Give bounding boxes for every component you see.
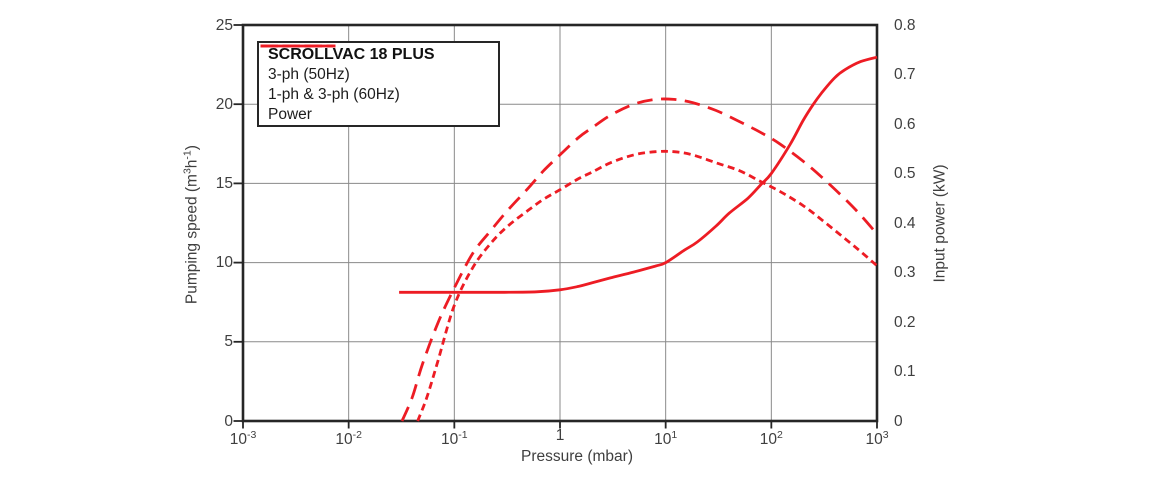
y-left-tick-label: 15 (215, 174, 233, 192)
legend-title: SCROLLVAC 18 PLUS (268, 46, 435, 63)
y-right-tick-label: 0.3 (894, 264, 916, 281)
legend-label-50hz: 3-ph (50Hz) (268, 66, 350, 83)
series-path-2 (399, 55, 878, 294)
solid-line-sample-icon (260, 44, 336, 48)
x-tick-label: 10-1 (441, 429, 468, 449)
y-left-tick-label: 20 (215, 95, 233, 113)
legend-box: SCROLLVAC 18 PLUS 3-ph (50Hz) 1-ph & 3-p… (257, 41, 500, 127)
y-left-title-sup1: 3 (181, 168, 194, 175)
x-axis-title: Pressure (mbar) (521, 448, 633, 465)
y-right-tick-label: 0.4 (894, 214, 916, 232)
legend-item-60hz: 1-ph & 3-ph (60Hz) (260, 44, 489, 105)
legend-item-power: Power (260, 44, 489, 125)
y-right-tick-label: 0 (894, 412, 903, 430)
x-tick-label: 102 (759, 429, 783, 449)
legend-item-50hz: 3-ph (50Hz) (260, 44, 489, 85)
y-right-tick-label: 0.5 (894, 165, 916, 182)
y-right-tick-label: 0.7 (894, 66, 916, 83)
y-left-title-post: ) (183, 145, 201, 151)
y-left-title-text: Pumping speed (m (183, 174, 201, 305)
y-left-tick-label: 10 (215, 254, 233, 272)
y-right-tick-label: 0.8 (894, 16, 916, 34)
legend-label-power: Power (268, 106, 312, 123)
series-path-1 (400, 97, 879, 422)
y-left-tick-label: 25 (215, 16, 233, 34)
y-left-title-mid: h (183, 159, 201, 169)
y-right-tick-label: 0.6 (894, 115, 916, 133)
legend-label-60hz: 1-ph & 3-ph (60Hz) (268, 86, 400, 103)
x-tick-label: 103 (865, 429, 889, 449)
y-left-tick-label: 0 (224, 412, 233, 430)
y-left-tick-label: 5 (224, 333, 233, 351)
series-path-0 (416, 149, 878, 422)
y-right-axis-title: Input power (kW) (931, 164, 949, 283)
y-right-tick-label: 0.1 (894, 363, 916, 380)
y-right-tick-label: 0.2 (894, 313, 916, 331)
x-tick-label: 10-3 (229, 429, 257, 449)
y-left-axis-title: Pumping speed (m3h-1) (178, 75, 201, 375)
y-left-title-sup2: -1 (181, 150, 194, 160)
plot-frame (241, 23, 879, 423)
x-tick-label: 101 (654, 429, 678, 449)
x-tick-label: 1 (555, 427, 565, 444)
x-tick-label: 10-2 (335, 429, 362, 449)
